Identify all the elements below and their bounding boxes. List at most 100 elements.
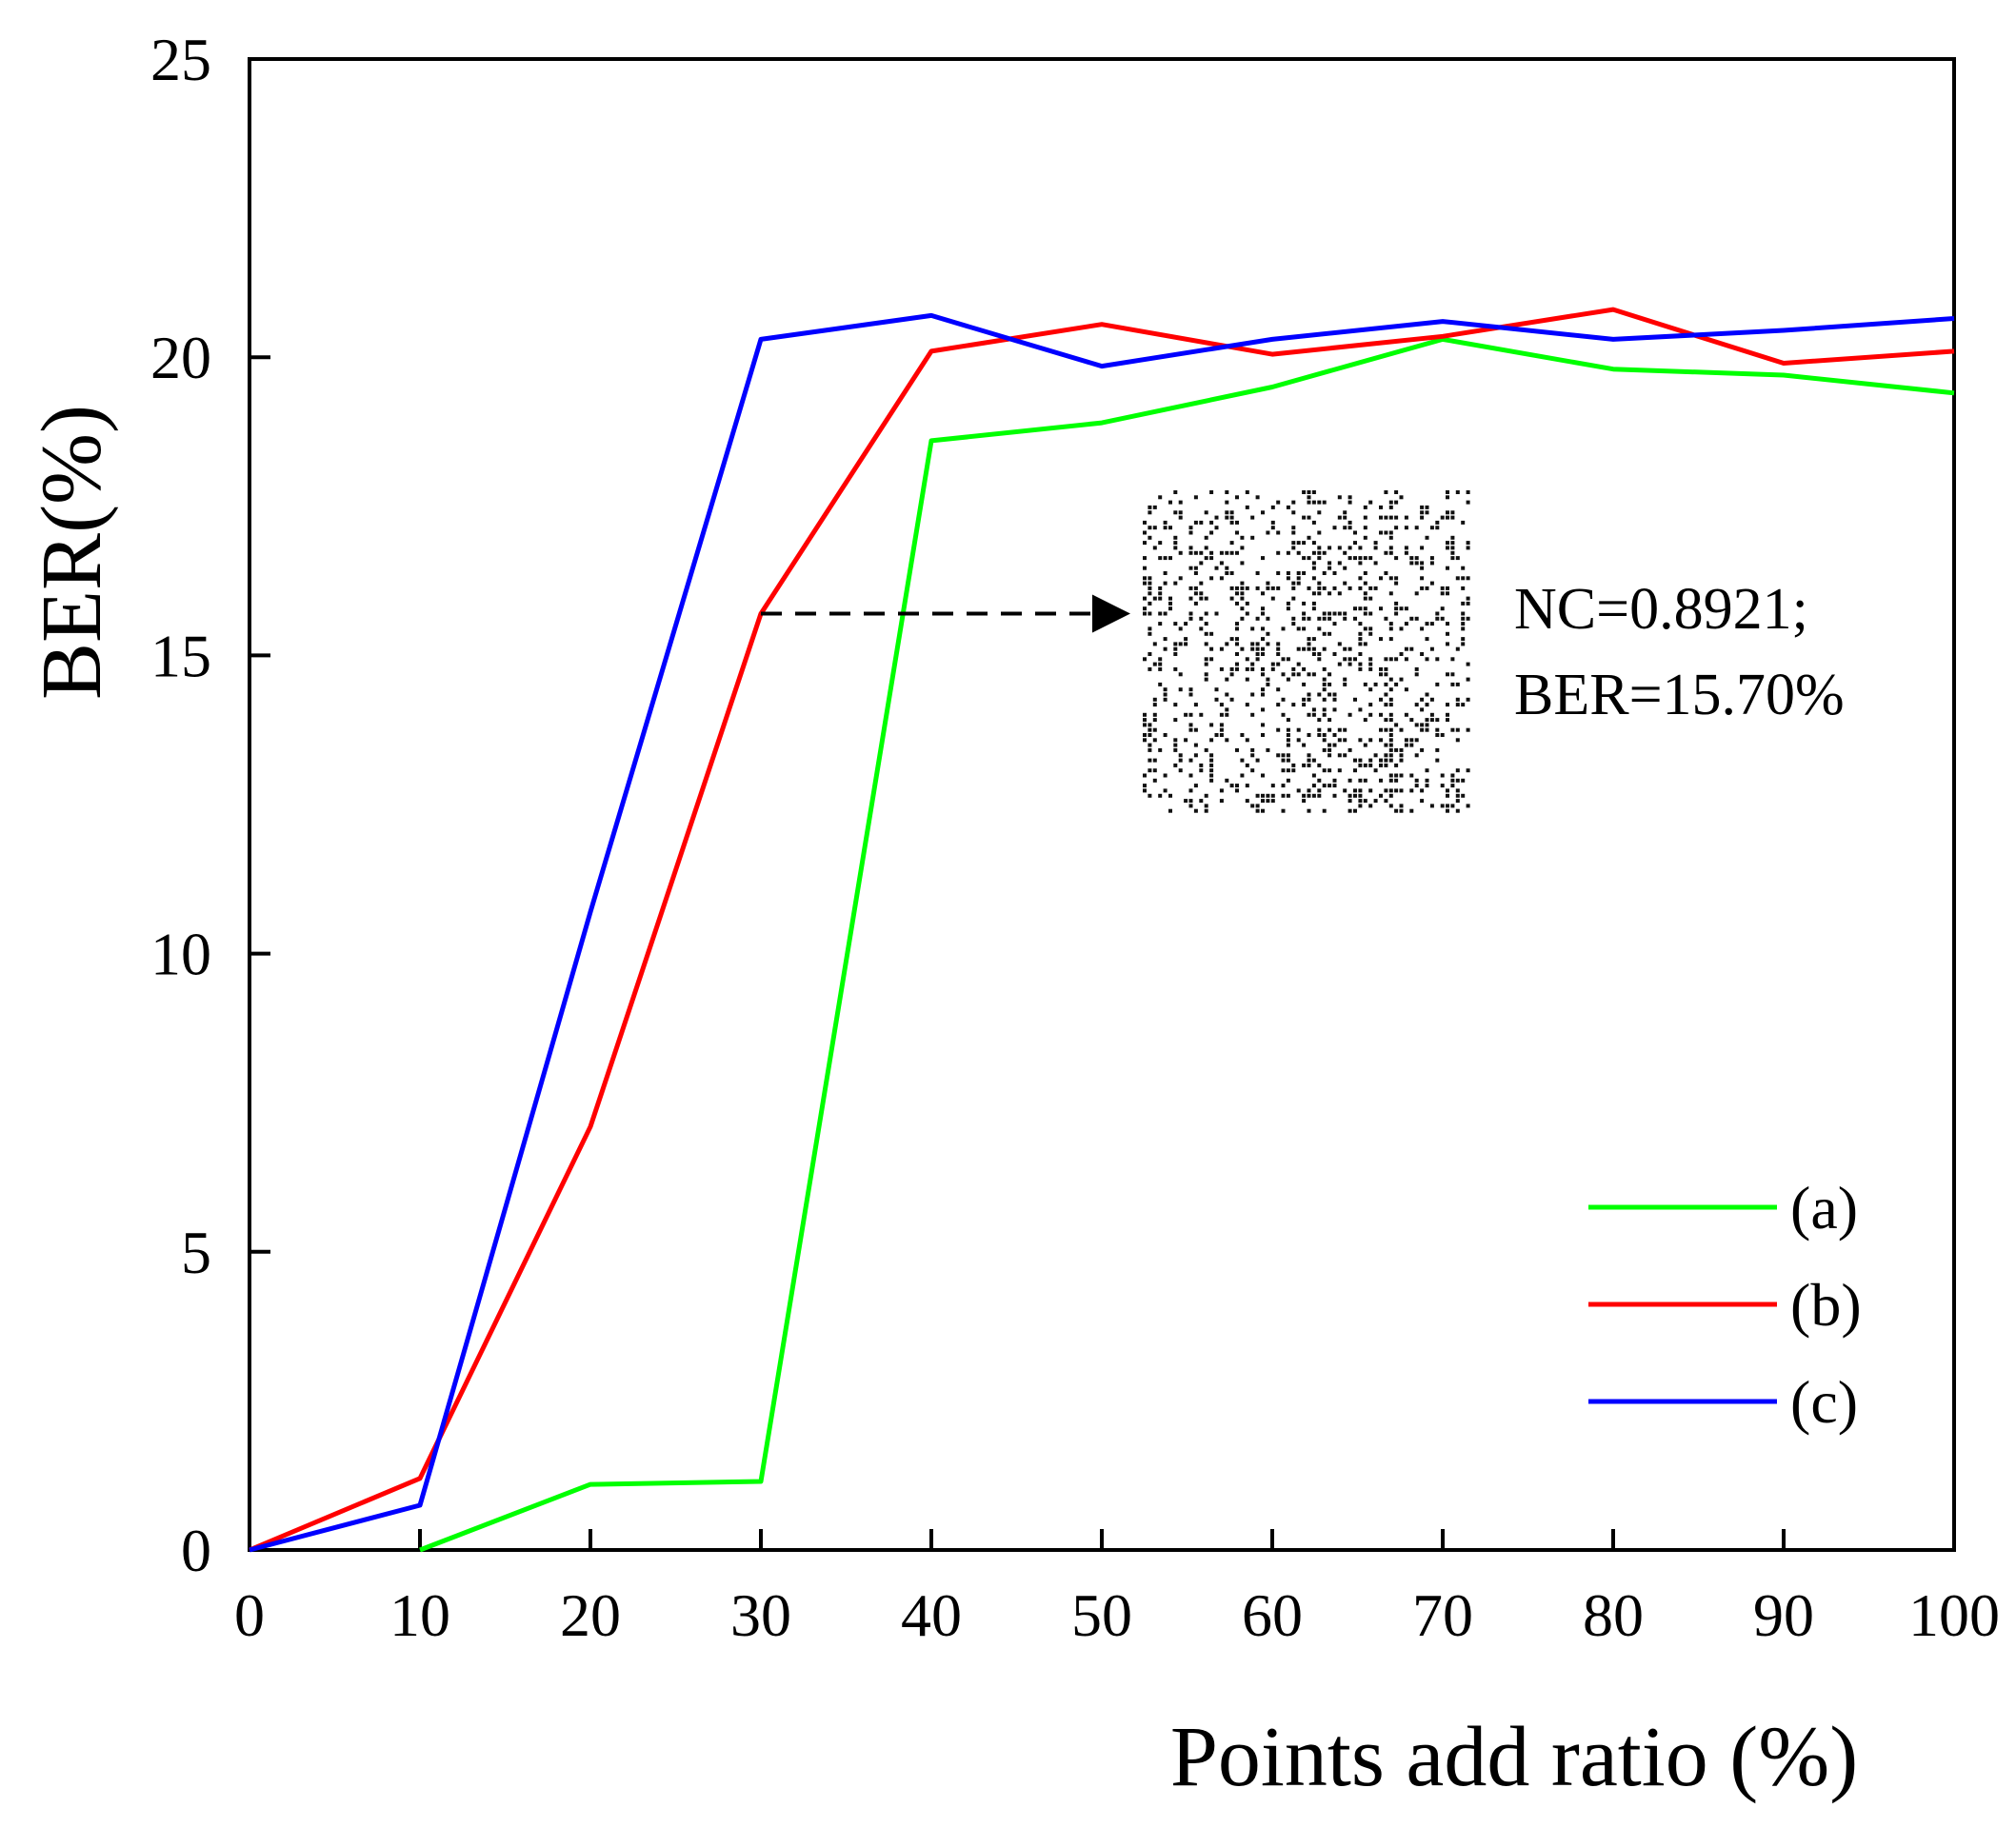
inset-pixel xyxy=(1353,808,1357,813)
inset-pixel xyxy=(1240,616,1245,621)
inset-pixel xyxy=(1143,788,1147,793)
x-tick-label: 20 xyxy=(560,1581,621,1649)
inset-pixel xyxy=(1384,788,1388,793)
inset-pixel xyxy=(1225,712,1229,717)
inset-pixel xyxy=(1332,526,1337,530)
inset-pixel xyxy=(1204,546,1208,550)
inset-pixel xyxy=(1455,788,1460,793)
inset-pixel xyxy=(1250,535,1255,540)
inset-pixel xyxy=(1450,515,1455,520)
inset-pixel xyxy=(1188,799,1193,804)
inset-pixel xyxy=(1307,763,1311,767)
inset-pixel xyxy=(1188,530,1193,535)
inset-pixel xyxy=(1261,606,1265,611)
inset-pixel xyxy=(1409,788,1414,793)
inset-pixel xyxy=(1446,591,1449,596)
inset-pixel xyxy=(1281,697,1286,702)
inset-pixel xyxy=(1368,586,1373,590)
inset-pixel xyxy=(1209,768,1214,773)
inset-pixel xyxy=(1240,606,1245,611)
inset-pixel xyxy=(1158,596,1163,601)
inset-pixel xyxy=(1347,657,1352,662)
inset-pixel xyxy=(1286,718,1290,723)
inset-pixel xyxy=(1373,799,1378,804)
inset-pixel xyxy=(1461,520,1466,525)
inset-pixel xyxy=(1143,723,1147,727)
inset-pixel xyxy=(1327,718,1332,723)
inset-pixel xyxy=(1414,784,1419,788)
inset-pixel xyxy=(1425,622,1429,626)
inset-pixel xyxy=(1440,784,1445,788)
inset-pixel xyxy=(1317,616,1322,621)
inset-pixel xyxy=(1404,743,1408,747)
inset-pixel xyxy=(1143,784,1147,788)
inset-pixel xyxy=(1388,712,1393,717)
inset-pixel xyxy=(1368,662,1373,666)
inset-pixel xyxy=(1225,642,1229,646)
inset-pixel xyxy=(1388,697,1393,702)
inset-pixel xyxy=(1225,515,1229,520)
inset-pixel xyxy=(1163,788,1168,793)
inset-pixel xyxy=(1394,773,1399,778)
inset-pixel xyxy=(1311,707,1316,712)
inset-pixel xyxy=(1245,799,1249,804)
inset-pixel xyxy=(1388,778,1393,783)
inset-pixel xyxy=(1307,808,1311,813)
inset-pixel xyxy=(1270,520,1275,525)
inset-pixel xyxy=(1358,799,1363,804)
inset-pixel xyxy=(1276,500,1281,505)
inset-pixel xyxy=(1446,566,1449,570)
inset-pixel xyxy=(1461,778,1466,783)
inset-pixel xyxy=(1358,666,1363,671)
inset-pixel xyxy=(1296,646,1301,651)
inset-pixel xyxy=(1363,505,1367,509)
inset-pixel xyxy=(1343,566,1347,570)
inset-pixel xyxy=(1302,666,1307,671)
inset-pixel xyxy=(1266,793,1270,798)
annotation-ber-text: BER=15.70% xyxy=(1514,663,1845,727)
inset-pixel xyxy=(1394,747,1399,752)
inset-pixel xyxy=(1461,637,1466,642)
inset-pixel xyxy=(1225,738,1229,743)
inset-pixel xyxy=(1379,793,1383,798)
inset-pixel xyxy=(1388,576,1393,581)
inset-pixel xyxy=(1235,626,1239,631)
inset-pixel xyxy=(1384,727,1388,732)
inset-pixel xyxy=(1148,768,1152,773)
inset-pixel xyxy=(1204,611,1208,616)
inset-pixel xyxy=(1317,581,1322,586)
inset-pixel xyxy=(1435,727,1440,732)
inset-pixel xyxy=(1193,808,1198,813)
inset-pixel xyxy=(1276,586,1281,590)
inset-pixel xyxy=(1163,773,1168,778)
inset-pixel xyxy=(1261,707,1265,712)
inset-pixel xyxy=(1399,773,1404,778)
inset-pixel xyxy=(1388,727,1393,732)
inset-pixel xyxy=(1347,712,1352,717)
inset-pixel xyxy=(1148,727,1152,732)
inset-pixel xyxy=(1311,646,1316,651)
inset-pixel xyxy=(1384,530,1388,535)
legend-label: (b) xyxy=(1790,1271,1862,1339)
inset-pixel xyxy=(1343,788,1347,793)
inset-pixel xyxy=(1261,652,1265,656)
inset-pixel xyxy=(1204,596,1208,601)
inset-pixel xyxy=(1455,793,1460,798)
x-tick-label: 30 xyxy=(730,1581,791,1649)
inset-pixel xyxy=(1343,526,1347,530)
inset-pixel xyxy=(1193,753,1198,758)
inset-pixel xyxy=(1286,505,1290,509)
inset-pixel xyxy=(1358,652,1363,656)
inset-pixel xyxy=(1219,727,1224,732)
inset-pixel xyxy=(1291,586,1296,590)
inset-pixel xyxy=(1250,712,1255,717)
inset-pixel xyxy=(1311,773,1316,778)
inset-pixel xyxy=(1302,515,1307,520)
inset-pixel xyxy=(1446,546,1449,550)
series-lines xyxy=(249,307,1955,1553)
inset-pixel xyxy=(1188,687,1193,692)
inset-pixel xyxy=(1184,738,1188,743)
inset-pixel xyxy=(1188,773,1193,778)
inset-pixel xyxy=(1358,804,1363,808)
inset-pixel xyxy=(1455,778,1460,783)
